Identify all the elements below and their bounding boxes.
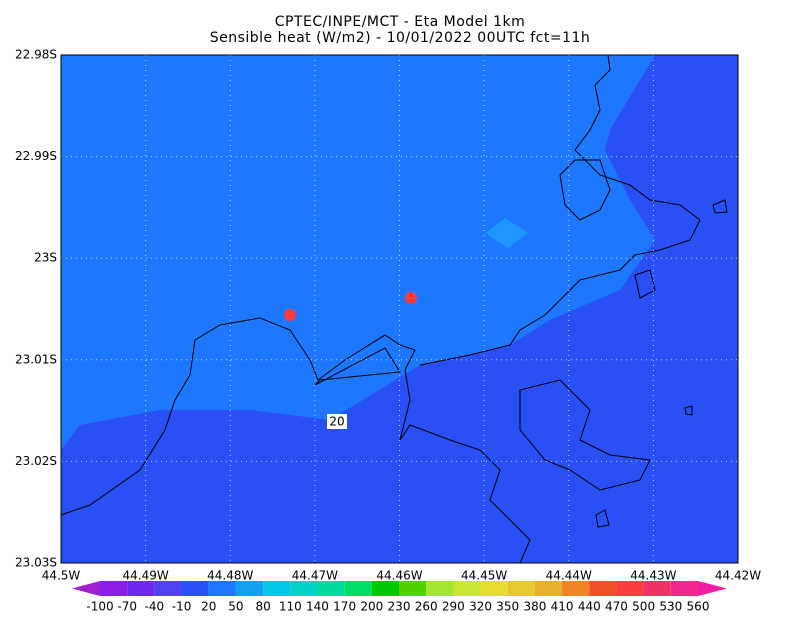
colorbar-box [344, 581, 372, 596]
x-tick-label: 44.49W [123, 569, 169, 583]
colorbar-box [317, 581, 345, 596]
colorbar-label: 440 [578, 600, 601, 614]
station-marker [284, 309, 296, 321]
x-tick-label: 44.47W [292, 569, 338, 583]
x-tick-label: 44.48W [207, 569, 253, 583]
y-tick-label: 23.03S [15, 556, 57, 570]
colorbar-over [698, 581, 727, 596]
plot-frame [60, 54, 739, 564]
colorbar-label: 470 [605, 600, 628, 614]
colorbar-label: 560 [687, 600, 710, 614]
colorbar-label: 410 [551, 600, 574, 614]
colorbar-label: -70 [117, 600, 137, 614]
colorbar-box [426, 581, 454, 596]
colorbar-label: 110 [279, 600, 302, 614]
x-tick-label: 44.5W [42, 569, 81, 583]
colorbar-label: 200 [360, 600, 383, 614]
station-marker [405, 292, 417, 304]
colorbar-box [616, 581, 644, 596]
colorbar-box [507, 581, 535, 596]
colorbar-label: -100 [86, 600, 113, 614]
colorbar-under [72, 581, 100, 596]
colorbar-label: 50 [228, 600, 243, 614]
coastline [60, 54, 728, 564]
chart-subtitle: Sensible heat (W/m2) - 10/01/2022 00UTC … [210, 30, 591, 46]
y-tick-label: 22.99S [15, 149, 57, 163]
colorbar-box [100, 581, 128, 596]
colorbar-label: 80 [255, 600, 270, 614]
y-tick-label: 23.01S [15, 352, 57, 366]
field-peak [485, 218, 528, 248]
y-tick-label: 23S [34, 251, 57, 265]
colorbar-box [399, 581, 427, 596]
colorbar-label: 140 [306, 600, 329, 614]
field-high [61, 55, 655, 450]
contour-label: 20 [329, 415, 344, 429]
chart-title: CPTEC/INPE/MCT - Eta Model 1km [275, 14, 526, 30]
colorbar-box [235, 581, 264, 596]
colorbar-box [181, 581, 209, 596]
colorbar-label: 20 [201, 600, 216, 614]
y-tick-label: 23.02S [15, 454, 57, 468]
colorbar-box [670, 581, 698, 596]
x-tick-label: 44.46W [376, 569, 422, 583]
colorbar-box [371, 581, 399, 596]
x-tick-label: 44.42W [715, 569, 761, 583]
x-tick-label: 44.43W [630, 569, 676, 583]
colorbar-box [127, 581, 155, 596]
colorbar-box [480, 581, 508, 596]
x-tick-label: 44.44W [546, 569, 592, 583]
colorbar-label: 500 [632, 600, 655, 614]
colorbar-box [589, 581, 617, 596]
colorbar-box [534, 581, 563, 596]
colorbar-label: 320 [469, 600, 492, 614]
colorbar-label: 380 [523, 600, 546, 614]
colorbar-label: 260 [415, 600, 438, 614]
colorbar-label: 530 [659, 600, 682, 614]
colorbar-box [263, 581, 291, 596]
colorbar-box [562, 581, 590, 596]
field [61, 55, 738, 563]
y-tick-label: 22.98S [15, 48, 57, 62]
colorbar-label: 230 [388, 600, 411, 614]
colorbar-box [154, 581, 182, 596]
x-tick-label: 44.45W [461, 569, 507, 583]
contour-label-box [327, 414, 347, 429]
colorbar-label: 350 [496, 600, 519, 614]
colorbar-label: -40 [145, 600, 165, 614]
colorbar-box [208, 581, 236, 596]
colorbar-box [643, 581, 671, 596]
colorbar-box [453, 581, 481, 596]
colorbar-label: 170 [333, 600, 356, 614]
colorbar-box [290, 581, 318, 596]
colorbar-label: -10 [172, 600, 192, 614]
colorbar-label: 290 [442, 600, 465, 614]
